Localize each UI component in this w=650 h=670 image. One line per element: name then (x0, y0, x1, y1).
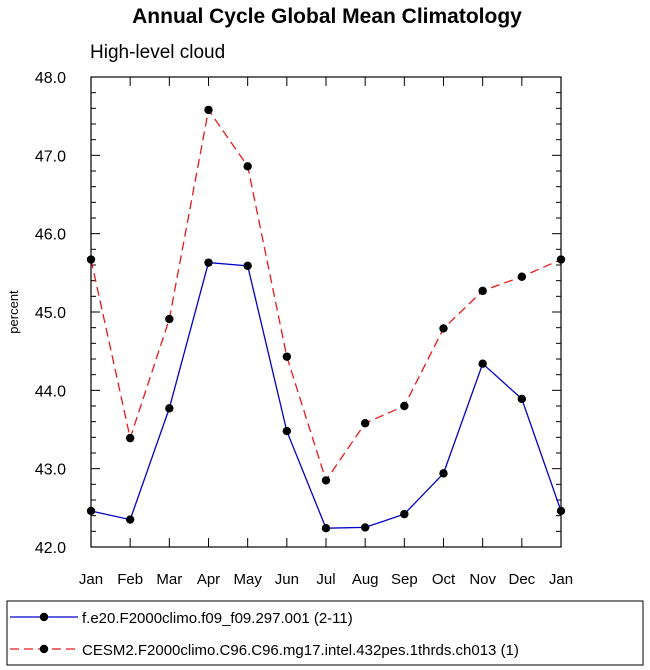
y-tick-label: 44.0 (35, 383, 66, 400)
series-1-point (321, 524, 331, 533)
series-1-point (439, 469, 448, 478)
y-tick-label: 47.0 (35, 148, 66, 165)
series-2-point (478, 286, 487, 296)
series-2-point (86, 255, 96, 264)
series-1-point (360, 523, 370, 532)
series-2-point (439, 324, 448, 333)
x-tick-label: May (233, 571, 262, 588)
x-tick-label: Dec (508, 571, 535, 588)
series-line-1 (90, 261, 562, 529)
series-1-point (556, 506, 566, 516)
x-tick-label: Apr (197, 571, 220, 588)
series-2-point (204, 105, 213, 115)
series-1-point (165, 404, 174, 413)
series-1-point (86, 506, 96, 516)
series-2-point (243, 162, 252, 171)
x-tick-label: Sep (391, 571, 418, 588)
series-2-point (517, 272, 527, 281)
series-1-point (204, 258, 213, 267)
series-1-point (400, 509, 409, 519)
x-tick-label: Feb (117, 571, 143, 588)
series-2-point (125, 433, 135, 443)
plot-area: Jan Feb Mar Apr May Jun Jul Aug Sep Oct Nov Dec Jan 4… (35, 70, 573, 588)
series-line-2 (90, 108, 562, 482)
y-tick-label: 48.0 (35, 70, 66, 87)
x-tick-label: Mar (156, 571, 182, 588)
y-tick-label: 42.0 (35, 540, 66, 557)
x-tick-label: Nov (469, 571, 496, 588)
legend: f.e20.F2000climo.f09_f09.297.001 (2-11) C… (6, 600, 644, 666)
legend-marker-2 (39, 644, 49, 654)
series-2-point (400, 401, 409, 411)
series-1-point (282, 426, 292, 436)
y-tick-label: 46.0 (35, 227, 66, 244)
y-tick-label: 43.0 (35, 462, 66, 479)
series-1-point (478, 359, 487, 368)
chart-subtitle: High-level cloud (90, 42, 225, 63)
x-tick-label: Jan (549, 571, 573, 588)
series-1-point (517, 394, 527, 404)
y-tick-label: 45.0 (35, 305, 66, 322)
legend-marker-1 (39, 612, 49, 622)
series-2-point (360, 419, 370, 428)
legend-box (6, 600, 644, 666)
y-axis-label: percent (6, 290, 21, 334)
x-tick-label: Aug (352, 571, 379, 588)
x-tick-label: Jan (79, 571, 103, 588)
series-2-point (165, 314, 174, 324)
series-1-point (125, 515, 135, 524)
series-2-point (321, 476, 331, 485)
series-2-point (556, 255, 566, 264)
series-2-point (282, 352, 292, 361)
x-tick-label: Jun (275, 571, 299, 588)
chart-title: Annual Cycle Global Mean Climatology (132, 5, 522, 28)
series-1-point (243, 261, 252, 270)
x-tick-label: Jul (316, 571, 335, 588)
x-tick-label: Oct (432, 571, 456, 588)
legend-label-1: f.e20.F2000climo.f09_f09.297.001 (2-11) (82, 610, 353, 627)
legend-label-2: CESM2.F2000climo.C96.C96.mg17.intel.432p… (82, 642, 519, 659)
